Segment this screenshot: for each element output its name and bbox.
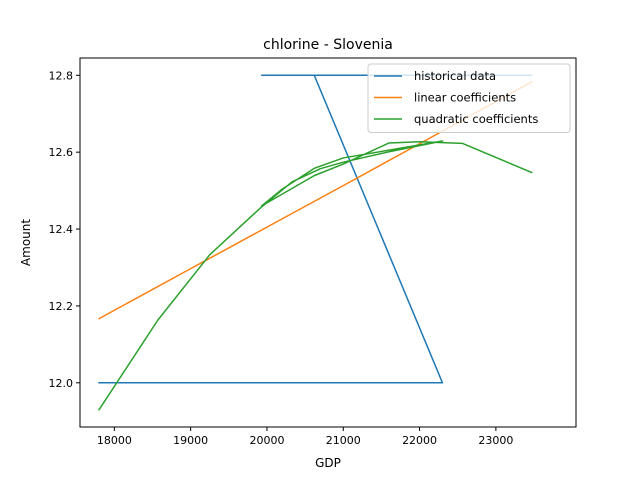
legend-entry-label: historical data <box>414 69 496 83</box>
y-tick-label: 12.0 <box>49 377 74 390</box>
chart-title: chlorine - Slovenia <box>263 37 393 53</box>
series-line-2 <box>98 140 533 411</box>
y-tick-label: 12.2 <box>49 300 74 313</box>
x-tick-label: 23000 <box>478 434 513 447</box>
x-tick-label: 20000 <box>249 434 284 447</box>
y-axis-label: Amount <box>19 219 33 266</box>
legend: historical data linear coefficients quadra… <box>367 63 571 133</box>
x-tick-label: 22000 <box>402 434 437 447</box>
legend-box <box>367 63 571 133</box>
x-tick-label: 19000 <box>173 434 208 447</box>
x-tick-label: 21000 <box>326 434 361 447</box>
x-tick-label: 18000 <box>97 434 132 447</box>
x-axis-ticks: 18000 19000 20000 21000 22000 23000 <box>97 427 513 447</box>
y-tick-label: 12.8 <box>49 69 74 82</box>
series-line-1 <box>98 80 533 320</box>
legend-entry-label: linear coefficients <box>414 91 516 105</box>
plot-frame <box>79 57 577 428</box>
y-tick-label: 12.4 <box>49 223 74 236</box>
y-tick-label: 12.6 <box>49 146 74 159</box>
x-axis-label: GDP <box>315 456 341 470</box>
y-axis-ticks: 12.0 12.2 12.4 12.6 12.8 <box>49 69 80 390</box>
legend-entry-label: quadratic coefficients <box>414 112 538 126</box>
